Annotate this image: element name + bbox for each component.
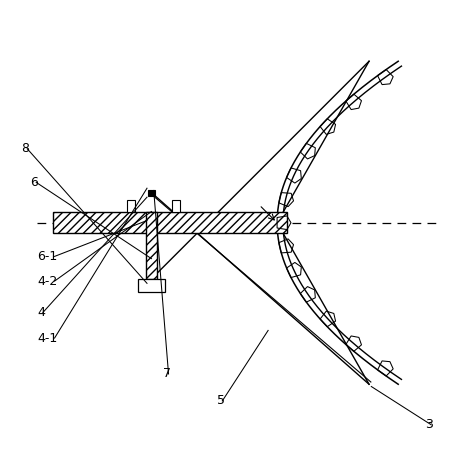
Polygon shape (148, 189, 155, 196)
Polygon shape (127, 200, 135, 212)
Text: 6: 6 (30, 176, 38, 189)
Text: 8: 8 (21, 142, 29, 155)
Polygon shape (146, 212, 157, 279)
Text: 7: 7 (163, 368, 170, 380)
Text: 3: 3 (425, 418, 433, 431)
Polygon shape (138, 279, 165, 292)
Polygon shape (53, 212, 287, 233)
Text: 4-2: 4-2 (37, 274, 57, 288)
Text: 6-1: 6-1 (37, 250, 57, 263)
Text: 4-1: 4-1 (37, 332, 57, 345)
Text: 4: 4 (37, 306, 45, 319)
Text: 5: 5 (216, 394, 225, 407)
Polygon shape (172, 200, 180, 212)
